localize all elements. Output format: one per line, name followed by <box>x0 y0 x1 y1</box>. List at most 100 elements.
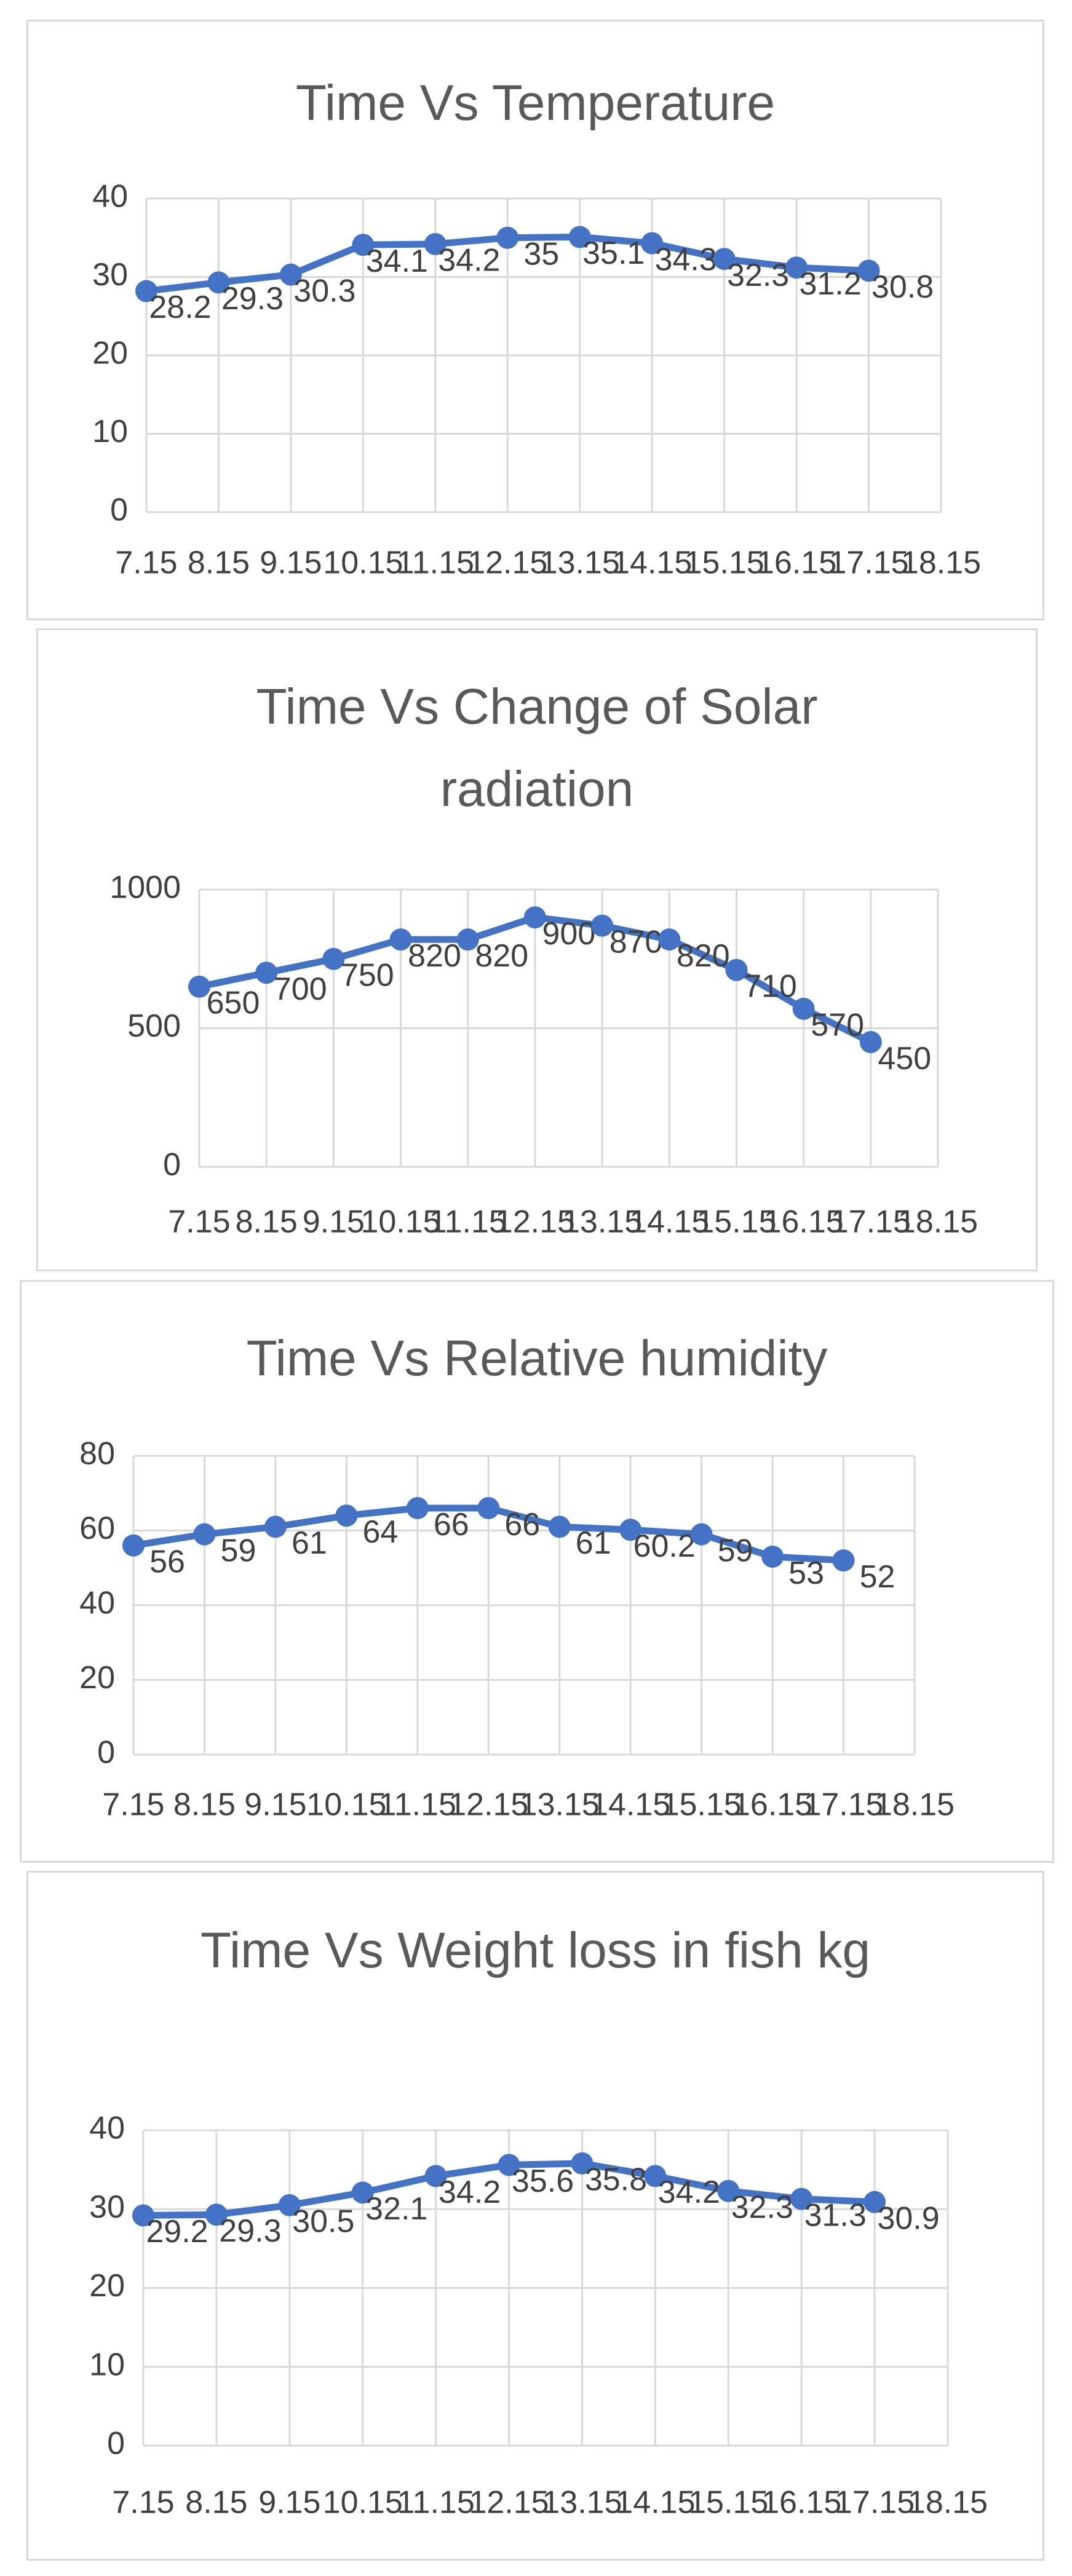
data-label: 710 <box>744 969 797 1005</box>
marker <box>207 271 230 294</box>
chart-panel: 0 10 20 30 40 7.15 8.15 9.15 10.15 11.15 12.15 13.1… <box>26 20 1044 620</box>
data-label: 60.2 <box>633 1528 696 1564</box>
data-label: 34.2 <box>658 2175 720 2210</box>
marker <box>790 2187 813 2210</box>
marker <box>205 2203 228 2226</box>
y-tick-label: 30 <box>92 257 128 293</box>
chart-panel: 0 20 40 60 80 7.15 8.15 9.15 10.15 11.15 12.15 13.1… <box>20 1280 1054 1863</box>
x-tick-label: 16.15 <box>733 1787 812 1823</box>
x-tick-label: 11.15 <box>397 545 474 581</box>
data-label: 28.2 <box>149 290 211 325</box>
x-tick-label: 11.15 <box>429 1204 507 1240</box>
x-tick-label: 8.15 <box>185 2485 247 2521</box>
marker <box>424 232 447 255</box>
data-label: 29.3 <box>219 2213 281 2249</box>
marker <box>193 1523 216 1546</box>
marker <box>591 914 614 937</box>
marker <box>351 2181 374 2204</box>
x-tick-label: 10.15 <box>306 1787 386 1823</box>
marker <box>548 1515 571 1538</box>
x-tick-label: 13.15 <box>542 2485 622 2521</box>
data-label: 820 <box>677 938 730 974</box>
x-tick-label: 11.15 <box>379 1787 456 1823</box>
data-label: 59 <box>718 1533 753 1568</box>
x-tick-label: 8.15 <box>188 545 250 581</box>
data-label: 30.3 <box>293 273 355 309</box>
chart-panel: 0 10 20 30 40 7.15 8.15 9.15 10.15 11.15 12.15 13.1… <box>26 1871 1044 2561</box>
marker <box>188 975 210 998</box>
data-label: 61 <box>576 1525 611 1561</box>
marker <box>713 248 736 271</box>
marker <box>424 2165 447 2187</box>
x-tick-label: 7.15 <box>112 2485 174 2521</box>
x-tick-label: 10.15 <box>323 545 403 581</box>
data-label: 35.8 <box>585 2162 647 2198</box>
data-label: 35.6 <box>512 2163 574 2199</box>
chart-title: Time Vs Weight loss in fish kg <box>200 1922 871 1978</box>
chart-title: Time Vs Temperature <box>295 75 776 131</box>
marker <box>761 1546 784 1568</box>
y-tick-label: 40 <box>92 179 128 215</box>
marker <box>132 2204 154 2227</box>
x-tick-label: 13.15 <box>520 1787 600 1823</box>
chart-panel: 0 500 1000 7.15 8.15 9.15 10.15 11.15 12.15 13.15… <box>36 628 1038 1271</box>
data-label: 34.3 <box>655 242 717 277</box>
x-tick-label: 7.15 <box>102 1787 164 1823</box>
y-tick-label: 20 <box>79 1660 115 1696</box>
chart-title: Time Vs Change of Solar radiation <box>256 679 818 817</box>
marker <box>335 1504 358 1527</box>
marker <box>122 1534 145 1557</box>
data-label: 30.8 <box>871 269 934 305</box>
x-tick-label: 10.15 <box>360 1204 440 1240</box>
x-tick-label: 13.15 <box>562 1204 642 1240</box>
y-tick-label: 1000 <box>109 870 181 906</box>
data-label: 32.3 <box>727 258 789 293</box>
x-tick-label: 18.15 <box>898 1204 978 1240</box>
y-tick-label: 80 <box>79 1436 115 1472</box>
x-tick-label: 14.15 <box>612 545 692 581</box>
marker <box>352 234 375 256</box>
data-label: 35 <box>523 236 559 272</box>
marker <box>406 1497 429 1520</box>
x-tick-label: 14.15 <box>590 1787 670 1823</box>
y-tick-label: 500 <box>127 1008 181 1044</box>
marker <box>690 1523 713 1546</box>
data-label: 66 <box>504 1507 540 1543</box>
x-tick-label: 17.15 <box>828 545 908 581</box>
marker <box>498 2154 520 2176</box>
data-label: 52 <box>860 1559 895 1595</box>
marker <box>792 997 815 1020</box>
chart: 0 20 40 60 80 7.15 8.15 9.15 10.1511.1512.1513.1… <box>79 1436 955 1823</box>
chart-title: Time Vs Relative humidity <box>246 1330 828 1386</box>
y-tick-label: 30 <box>89 2189 125 2225</box>
data-label: 56 <box>149 1544 185 1580</box>
data-label: 32.1 <box>365 2191 427 2227</box>
y-tick-label: 0 <box>107 2426 125 2462</box>
marker <box>523 906 546 929</box>
data-label: 750 <box>341 957 394 993</box>
x-tick-label: 18.15 <box>901 545 981 581</box>
x-tick-label: 16.15 <box>761 2485 841 2521</box>
chart: 0 10 20 30 40 7.15 8.15 9.15 10.1511.1512.1513.1… <box>92 179 981 581</box>
data-label: 29.3 <box>221 281 284 317</box>
x-tick-label: 16.15 <box>756 545 836 581</box>
x-tick-label: 9.15 <box>303 1204 365 1240</box>
marker <box>264 1515 287 1538</box>
marker <box>864 2191 886 2213</box>
x-tick-label: 15.15 <box>685 545 764 581</box>
chart: 0 500 1000 7.15 8.15 9.1510.1511.1512.1513.15… <box>109 870 978 1240</box>
data-label: 820 <box>408 938 461 974</box>
x-tick-label: 8.15 <box>236 1204 298 1240</box>
data-label: 29.2 <box>146 2214 208 2250</box>
y-tick-label: 0 <box>163 1147 181 1183</box>
marker <box>571 2152 594 2175</box>
x-tick-label: 9.15 <box>258 2485 320 2521</box>
marker <box>135 280 157 302</box>
x-tick-label: 18.15 <box>908 2485 988 2521</box>
data-label: 34.1 <box>366 243 428 279</box>
y-tick-label: 0 <box>110 492 128 528</box>
x-tick-label: 16.15 <box>764 1204 844 1240</box>
marker <box>641 232 664 255</box>
data-label: 700 <box>274 971 327 1007</box>
data-label: 66 <box>434 1507 469 1543</box>
